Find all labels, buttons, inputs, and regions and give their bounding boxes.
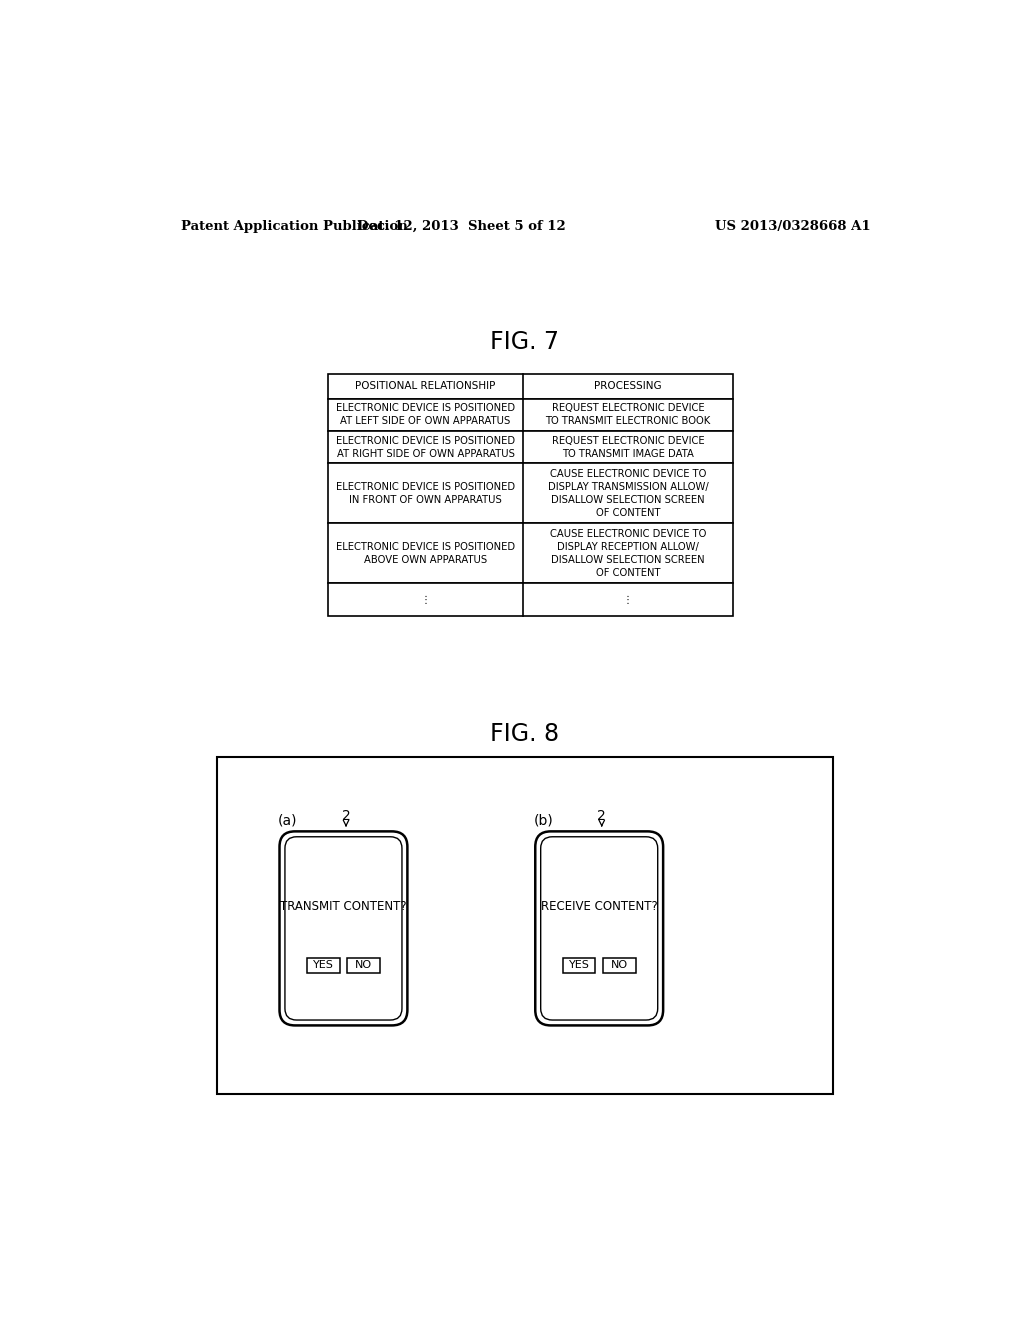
Text: PROCESSING: PROCESSING xyxy=(594,381,662,391)
Bar xyxy=(328,399,732,432)
Text: ⋮: ⋮ xyxy=(623,594,633,605)
Text: 2: 2 xyxy=(342,809,350,822)
Text: ELECTRONIC DEVICE IS POSITIONED
AT RIGHT SIDE OF OWN APPARATUS: ELECTRONIC DEVICE IS POSITIONED AT RIGHT… xyxy=(336,436,515,458)
Text: CAUSE ELECTRONIC DEVICE TO
DISPLAY RECEPTION ALLOW/
DISALLOW SELECTION SCREEN
OF: CAUSE ELECTRONIC DEVICE TO DISPLAY RECEP… xyxy=(550,529,707,578)
Bar xyxy=(328,583,732,615)
Text: FIG. 7: FIG. 7 xyxy=(490,330,559,354)
Text: REQUEST ELECTRONIC DEVICE
TO TRANSMIT ELECTRONIC BOOK: REQUEST ELECTRONIC DEVICE TO TRANSMIT EL… xyxy=(545,404,711,426)
FancyBboxPatch shape xyxy=(280,832,408,1026)
Text: ELECTRONIC DEVICE IS POSITIONED
ABOVE OWN APPARATUS: ELECTRONIC DEVICE IS POSITIONED ABOVE OW… xyxy=(336,543,515,565)
FancyBboxPatch shape xyxy=(541,837,657,1020)
Text: (a): (a) xyxy=(278,813,297,828)
Text: Dec. 12, 2013  Sheet 5 of 12: Dec. 12, 2013 Sheet 5 of 12 xyxy=(357,219,565,232)
Bar xyxy=(328,524,732,583)
Text: ⋮: ⋮ xyxy=(421,594,431,605)
Text: FIG. 8: FIG. 8 xyxy=(490,722,559,746)
Bar xyxy=(328,430,732,463)
Text: CAUSE ELECTRONIC DEVICE TO
DISPLAY TRANSMISSION ALLOW/
DISALLOW SELECTION SCREEN: CAUSE ELECTRONIC DEVICE TO DISPLAY TRANS… xyxy=(548,469,709,517)
Text: NO: NO xyxy=(355,961,372,970)
Text: Patent Application Publication: Patent Application Publication xyxy=(180,219,408,232)
Bar xyxy=(217,758,834,1094)
Bar xyxy=(603,958,636,973)
Bar xyxy=(307,958,340,973)
Text: TRANSMIT CONTENT?: TRANSMIT CONTENT? xyxy=(281,900,407,913)
Text: 2: 2 xyxy=(597,809,606,822)
FancyBboxPatch shape xyxy=(536,832,664,1026)
Text: ELECTRONIC DEVICE IS POSITIONED
IN FRONT OF OWN APPARATUS: ELECTRONIC DEVICE IS POSITIONED IN FRONT… xyxy=(336,482,515,504)
Bar xyxy=(347,958,380,973)
FancyBboxPatch shape xyxy=(285,837,402,1020)
Text: US 2013/0328668 A1: US 2013/0328668 A1 xyxy=(715,219,870,232)
Text: NO: NO xyxy=(610,961,628,970)
Bar xyxy=(328,463,732,523)
Text: REQUEST ELECTRONIC DEVICE
TO TRANSMIT IMAGE DATA: REQUEST ELECTRONIC DEVICE TO TRANSMIT IM… xyxy=(552,436,705,458)
Text: (b): (b) xyxy=(534,813,553,828)
Text: POSITIONAL RELATIONSHIP: POSITIONAL RELATIONSHIP xyxy=(355,381,496,391)
Text: YES: YES xyxy=(568,961,590,970)
Text: YES: YES xyxy=(313,961,334,970)
Text: ELECTRONIC DEVICE IS POSITIONED
AT LEFT SIDE OF OWN APPARATUS: ELECTRONIC DEVICE IS POSITIONED AT LEFT … xyxy=(336,404,515,426)
Bar xyxy=(563,958,595,973)
Text: RECEIVE CONTENT?: RECEIVE CONTENT? xyxy=(541,900,657,913)
Bar xyxy=(328,374,732,399)
